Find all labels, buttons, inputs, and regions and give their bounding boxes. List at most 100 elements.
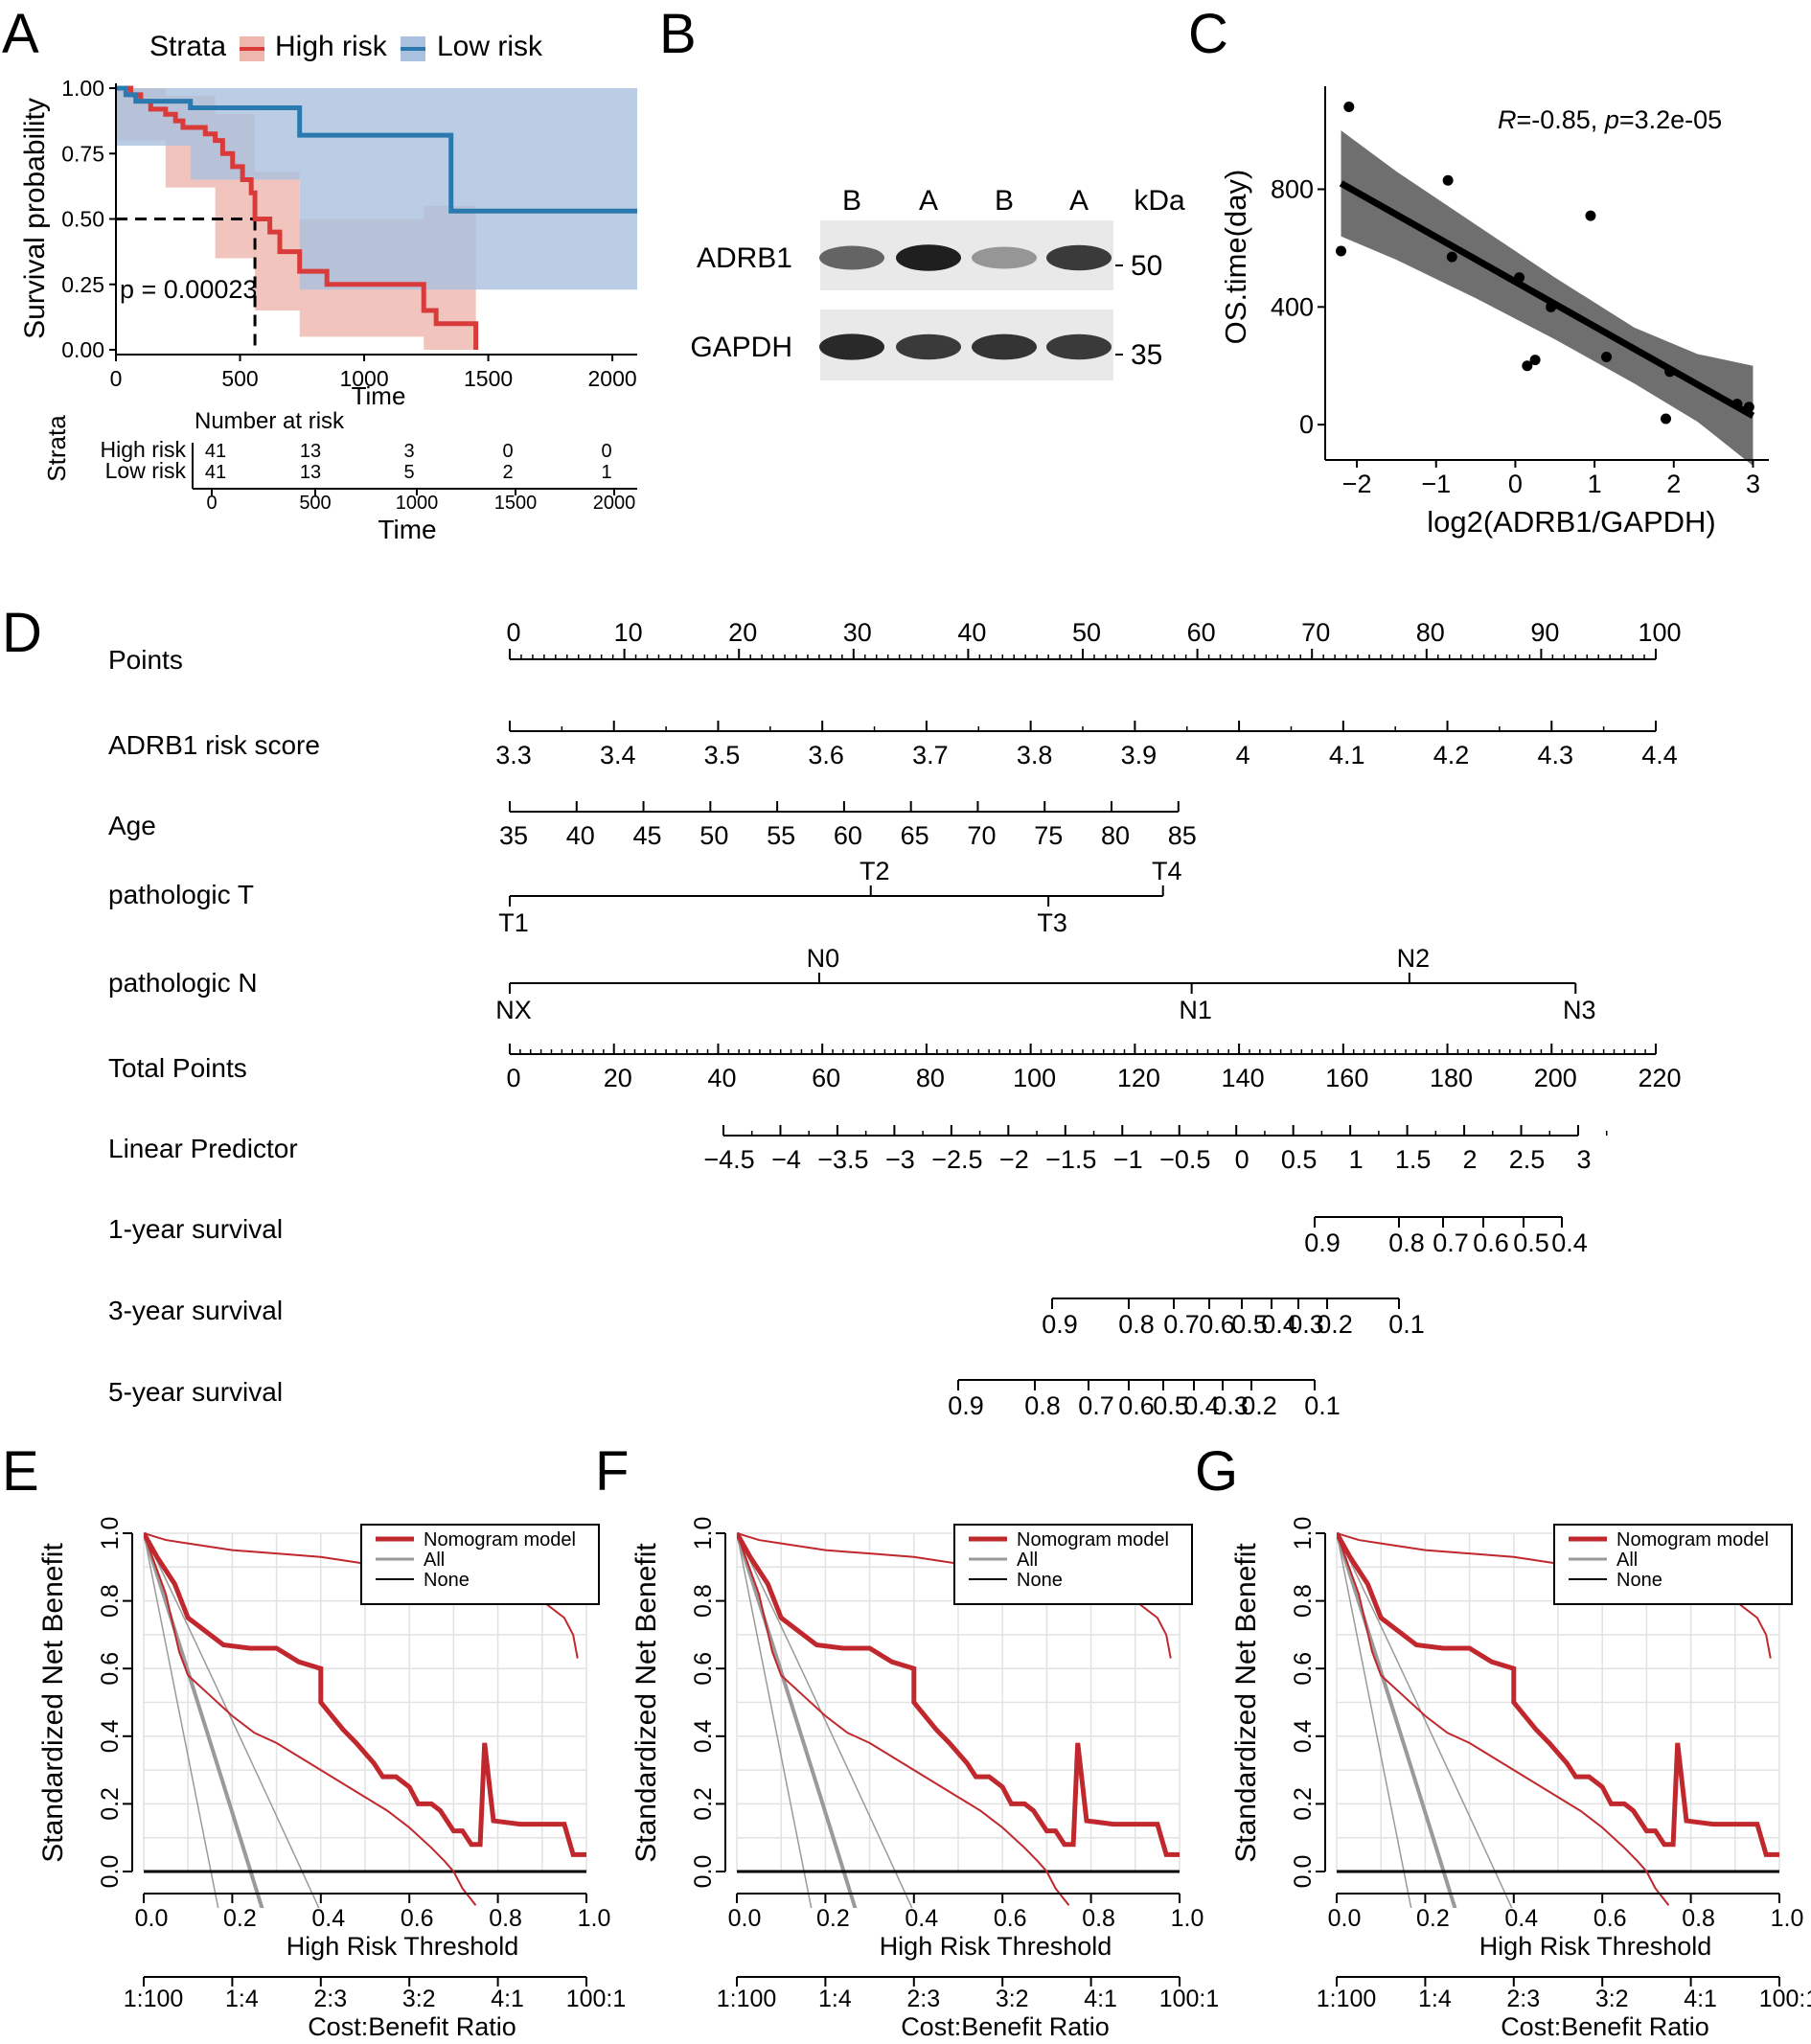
nomogram-row-label: ADRB1 risk score — [108, 730, 320, 760]
tick-label: 0 — [506, 618, 520, 647]
risk-row-label: High risk — [101, 437, 187, 462]
scatter-point — [1731, 399, 1743, 410]
legend-title: Strata — [149, 31, 226, 62]
scatter-point — [1343, 101, 1355, 112]
y-tick-label: 0.0 — [97, 1855, 124, 1889]
tick-label: −2.5 — [931, 1145, 982, 1174]
tick-label: 3.7 — [912, 741, 949, 769]
tick-label: 90 — [1530, 618, 1559, 647]
x-axis-label: High Risk Threshold — [1479, 1932, 1712, 1961]
all-curve — [144, 1532, 264, 1908]
tick-label: −3.5 — [817, 1145, 868, 1174]
x-tick-label: 1.0 — [1771, 1905, 1804, 1932]
tick-label: 0.8 — [1388, 1229, 1425, 1257]
nomogram-row-label: Total Points — [108, 1053, 247, 1083]
all-curve — [144, 1532, 320, 1908]
blot-band — [896, 244, 961, 271]
x2-tick-label: 2:3 — [313, 1986, 347, 2012]
risk-x-label: Time — [378, 515, 436, 544]
legend-label: All — [424, 1550, 445, 1571]
x-tick-label: 0.0 — [135, 1905, 169, 1932]
tick-label: −4 — [771, 1145, 801, 1174]
scatter-point — [1661, 413, 1672, 425]
tick-label: 3 — [1576, 1145, 1591, 1174]
y-tick-label: 0.6 — [1290, 1652, 1317, 1686]
nomogram-row: Points 0 10 20 30 40 50 60 70 80 90 100 — [108, 618, 1682, 675]
legend-label-high: High risk — [275, 31, 388, 62]
x-tick-label: 0 — [110, 366, 123, 391]
tick-label: 4.3 — [1537, 741, 1573, 769]
x2-tick-label: 2:3 — [1506, 1986, 1540, 2012]
tick-label: 85 — [1168, 821, 1197, 850]
lane-label: A — [1069, 185, 1089, 217]
tick-label: N3 — [1563, 996, 1596, 1024]
tick-label: 35 — [499, 821, 528, 850]
tick-label: T4 — [1152, 857, 1182, 885]
tick-label: −1 — [1113, 1145, 1143, 1174]
x-tick-label: 0.4 — [905, 1905, 938, 1932]
km-curve-low — [116, 85, 637, 214]
nomogram-row-label: 1-year survival — [108, 1214, 283, 1244]
blot-band — [1046, 333, 1112, 360]
tick-label: T3 — [1037, 908, 1067, 937]
tick-label: 50 — [699, 821, 728, 850]
x2-tick-label: 3:2 — [402, 1986, 436, 2012]
panel-f-dca: F 0.0 0.2 0.4 0.6 0.8 1.0 Standardized Net Bene… — [595, 1440, 1219, 2041]
x-tick-label: 1500 — [464, 366, 513, 391]
scatter-point — [1522, 360, 1533, 372]
panel-label-f: F — [595, 1440, 629, 1503]
risk-count: 3 — [403, 441, 414, 462]
tick-label: 0.9 — [1042, 1310, 1078, 1339]
x2-tick-label: 1:4 — [225, 1986, 259, 2012]
x-tick-label: 2000 — [588, 366, 637, 391]
x-tick-label: 0.8 — [489, 1905, 522, 1932]
tick-label: −2 — [999, 1145, 1029, 1174]
x2-tick-label: 100:1 — [566, 1986, 627, 2012]
y-tick-label: 0.8 — [97, 1584, 124, 1618]
x-tick-label: 500 — [221, 366, 258, 391]
x-tick-label: 1.0 — [578, 1905, 611, 1932]
scatter-point — [1546, 301, 1557, 312]
tick-label: 60 — [812, 1064, 840, 1092]
y-axis-label: Standardized Net Benefit — [1230, 1543, 1262, 1863]
tick-label: 1.5 — [1395, 1145, 1432, 1174]
all-curve — [1337, 1532, 1457, 1908]
tick-label: 40 — [707, 1064, 736, 1092]
legend-label-low: Low risk — [437, 31, 543, 62]
tick-label: 180 — [1430, 1064, 1473, 1092]
nomogram-row: pathologic T T1 T2 T3 T4 — [108, 857, 1181, 937]
tick-label: 4.4 — [1641, 741, 1678, 769]
scatter-point — [1529, 355, 1541, 366]
risk-count: 41 — [205, 441, 226, 462]
tick-label: 2.5 — [1509, 1145, 1546, 1174]
tick-label: 0.7 — [1163, 1310, 1200, 1339]
x-axis-label: High Risk Threshold — [287, 1932, 519, 1961]
tick-label: T1 — [498, 908, 529, 937]
tick-label: 3.5 — [704, 741, 741, 769]
y-tick-label: 1.0 — [97, 1517, 124, 1550]
tick-label: 200 — [1534, 1064, 1577, 1092]
blot-band — [819, 333, 884, 360]
correlation-annotation: R=-0.85, p=3.2e-05 — [1498, 105, 1722, 134]
tick-label: 20 — [604, 1064, 632, 1092]
tick-label: 0.5 — [1281, 1145, 1318, 1174]
ci-lower-curve — [1337, 1532, 1670, 1906]
marker-label: 35 — [1131, 339, 1162, 371]
all-curve — [1337, 1532, 1412, 1908]
y-tick-label: 0.0 — [1290, 1855, 1317, 1889]
nomogram-row: 5-year survival 0.9 0.8 0.7 0.60.50.40.30.2 0… — [108, 1377, 1341, 1420]
scatter-point — [1442, 174, 1454, 186]
tick-label: 0.3 — [1288, 1310, 1324, 1339]
nomogram-curve — [737, 1531, 1180, 1857]
scatter-point — [1601, 352, 1613, 363]
x-tick-label: 3 — [1746, 470, 1760, 498]
tick-label: −0.5 — [1159, 1145, 1210, 1174]
risk-count: 13 — [300, 441, 321, 462]
y-axis-label: Survival probability — [19, 98, 51, 339]
tick-label: −1.5 — [1045, 1145, 1096, 1174]
y-axis-label: Standardized Net Benefit — [37, 1543, 69, 1863]
x-tick-label: −2 — [1342, 470, 1372, 498]
lane-label: B — [995, 185, 1014, 217]
legend-label: None — [1017, 1570, 1063, 1591]
risk-x-tick-label: 0 — [206, 493, 217, 514]
